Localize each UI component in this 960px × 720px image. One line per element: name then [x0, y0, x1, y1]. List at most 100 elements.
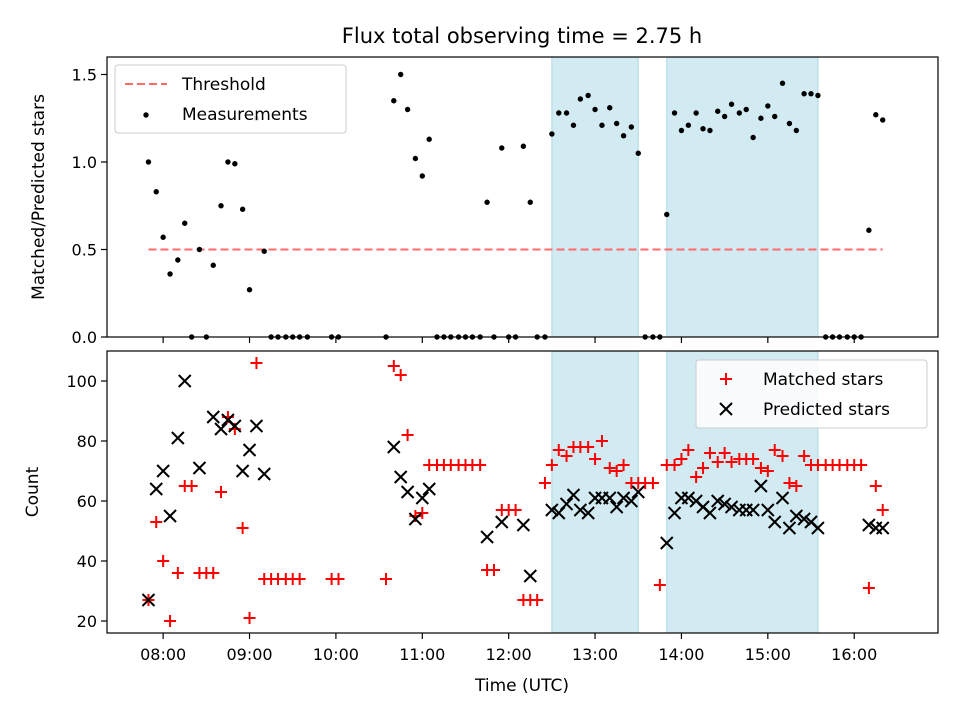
y-axis-ticks-top: 0.0 0.5 1.0 1.5: [72, 66, 107, 347]
y-tick-label: 60: [77, 492, 97, 511]
matched-star-point: [589, 453, 602, 465]
x-tick-label: 15:00: [745, 645, 791, 664]
predicted-star-point: [789, 509, 804, 523]
measurement-point: [599, 122, 605, 128]
matched-star-point: [862, 582, 875, 594]
x-axis-ticks-bottom: 08:00 09:00 10:00 11:00 12:00 13:00 14:00 15:00…: [140, 633, 877, 664]
predicted-star-point: [862, 518, 876, 532]
matched-star-point: [610, 465, 623, 477]
matched-star-point: [207, 567, 220, 579]
predicted-star-point: [408, 512, 423, 526]
measurement-point: [808, 91, 814, 97]
predicted-star-point: [811, 521, 825, 535]
matched-star-point: [250, 357, 263, 369]
predicted-star-point: [711, 494, 725, 508]
matched-star-point: [552, 444, 565, 456]
predicted-star-point: [876, 521, 890, 535]
predicted-star-point: [703, 506, 717, 520]
y-tick-label: 1.5: [72, 66, 97, 85]
y-tick-label: 0.5: [72, 241, 97, 260]
measurement-point: [239, 206, 246, 212]
count-points: [141, 357, 890, 627]
predicted-star-point: [667, 506, 682, 520]
y-axis-ticks-bottom: 20 40 60 80 100: [66, 372, 107, 631]
predicted-star-point: [782, 521, 797, 535]
plot-frame-bottom: [106, 350, 939, 634]
matched-star-point: [711, 456, 724, 468]
measurement-point: [210, 262, 216, 268]
matched-star-point: [798, 450, 811, 462]
measurement-point: [585, 92, 591, 99]
predicted-legend-label: Predicted stars: [763, 400, 890, 420]
matched-star-point: [215, 486, 228, 498]
measurement-point: [793, 127, 800, 134]
predicted-star-point: [724, 500, 739, 514]
predicted-star-point: [141, 593, 156, 607]
matched-star-point: [236, 522, 249, 534]
predicted-star-point: [545, 503, 559, 517]
measurement-point: [750, 134, 756, 141]
predicted-star-point: [214, 422, 228, 436]
predicted-star-point: [206, 410, 220, 424]
predicted-star-point: [624, 494, 639, 508]
measurement-point: [484, 199, 490, 205]
measurement-point: [693, 110, 699, 116]
matched-star-point: [487, 564, 500, 576]
chart-title: Flux total observing time = 2.75 h: [342, 24, 702, 48]
measurement-point: [779, 80, 786, 86]
legend-top: Threshold Measurements: [114, 64, 347, 134]
x-tick-label: 14:00: [658, 645, 704, 664]
measurement-point: [196, 246, 203, 253]
matched-star-point: [869, 480, 882, 492]
x-tick-label: 12:00: [486, 645, 532, 664]
observing-window-1: [551, 56, 639, 338]
x-axis-label: Time (UTC): [474, 676, 569, 696]
measurement-point: [715, 108, 721, 114]
measurement-point: [613, 120, 620, 127]
predicted-star-point: [192, 461, 207, 475]
measurement-points: [145, 71, 886, 340]
predicted-star-point: [581, 506, 595, 520]
measurement-point: [261, 248, 267, 254]
matched-star-point: [790, 480, 803, 492]
matched-star-point: [653, 579, 666, 591]
y-tick-label: 20: [77, 612, 97, 631]
measurement-point: [404, 106, 411, 113]
measurement-point: [182, 220, 188, 226]
measurement-point: [549, 131, 555, 137]
measurement-point: [145, 159, 152, 165]
matched-star-point: [690, 471, 703, 483]
matched-star-point: [768, 444, 781, 456]
measurement-point: [664, 211, 670, 218]
matched-star-point: [164, 615, 177, 627]
y-tick-label: 40: [77, 552, 97, 571]
matched-star-point: [531, 594, 544, 606]
matched-star-point: [560, 450, 573, 462]
matched-star-point: [171, 567, 184, 579]
matched-legend-swatch: [720, 373, 732, 385]
measurement-point: [758, 115, 764, 121]
matched-star-point: [876, 504, 889, 516]
x-tick-label: 10:00: [313, 645, 359, 664]
measurement-point: [772, 113, 778, 120]
matched-star-point: [617, 459, 630, 471]
observing-windows: [551, 56, 819, 338]
predicted-star-point: [559, 497, 574, 511]
matched-star-point: [718, 447, 731, 459]
matched-star-point: [697, 462, 710, 474]
predicted-star-point: [228, 419, 242, 433]
legend-frame: [114, 64, 347, 134]
y-axis-label-top: Matched/Predicted stars: [29, 94, 49, 300]
matched-star-point: [243, 612, 256, 624]
matched-star-point: [682, 444, 695, 456]
matched-star-point: [603, 462, 616, 474]
measurement-point: [815, 92, 821, 99]
predicted-star-point: [681, 491, 696, 505]
y-tick-label: 80: [77, 432, 97, 451]
predicted-star-point: [156, 464, 170, 478]
predicted-star-point: [573, 503, 588, 517]
measurement-point: [153, 189, 159, 195]
matched-star-point: [675, 453, 688, 465]
measurement-point: [527, 199, 533, 205]
matched-star-point: [754, 462, 767, 474]
